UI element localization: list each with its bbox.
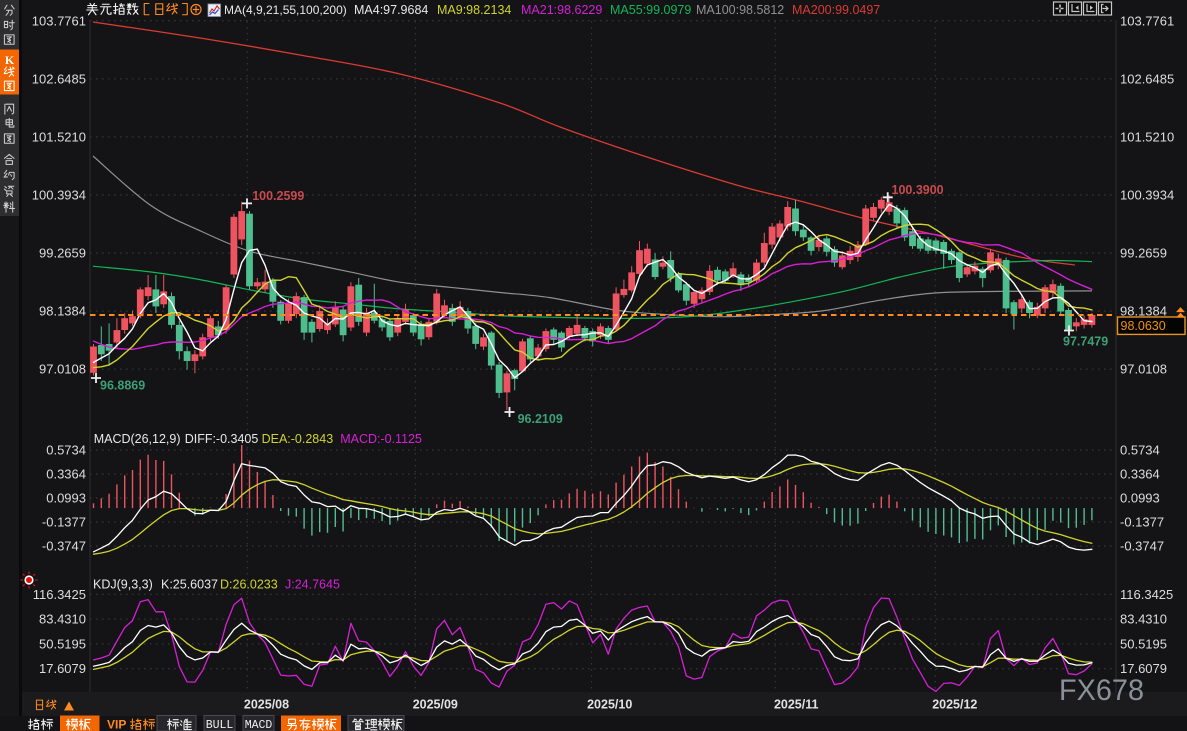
svg-text:FX678: FX678	[1059, 674, 1144, 707]
svg-text:99.2659: 99.2659	[39, 246, 86, 261]
svg-text:100.3934: 100.3934	[32, 188, 86, 203]
svg-text:D:26.0233: D:26.0233	[220, 577, 278, 591]
svg-text:-0.1377: -0.1377	[1120, 515, 1164, 530]
svg-text:MA200:99.0497: MA200:99.0497	[792, 3, 880, 17]
svg-text:2025/08: 2025/08	[244, 698, 289, 712]
svg-text:2025/12: 2025/12	[932, 698, 977, 712]
svg-text:MA(4,9,21,55,100,200): MA(4,9,21,55,100,200)	[224, 3, 347, 17]
svg-text:0.0993: 0.0993	[46, 491, 86, 506]
svg-text:99.2659: 99.2659	[1120, 246, 1167, 261]
svg-text:J:24.7645: J:24.7645	[285, 577, 340, 591]
svg-text:98.1384: 98.1384	[1120, 304, 1167, 319]
svg-text:17.6079: 17.6079	[1120, 661, 1167, 676]
svg-text:MA100:98.5812: MA100:98.5812	[696, 3, 784, 17]
svg-text:83.4310: 83.4310	[39, 612, 86, 627]
svg-text:DEA:-0.2843: DEA:-0.2843	[262, 432, 334, 446]
svg-text:50.5195: 50.5195	[39, 636, 86, 651]
svg-text:K: K	[5, 53, 15, 67]
svg-text:102.6485: 102.6485	[32, 71, 86, 86]
svg-text:100.3934: 100.3934	[1120, 188, 1174, 203]
svg-text:0.3364: 0.3364	[46, 467, 86, 482]
svg-text:116.3425: 116.3425	[33, 587, 86, 602]
svg-text:KDJ(9,3,3): KDJ(9,3,3)	[93, 577, 153, 591]
svg-text:MA4:97.9684: MA4:97.9684	[354, 3, 428, 17]
svg-text:MACD: MACD	[245, 719, 273, 731]
svg-text:MA55:99.0979: MA55:99.0979	[610, 3, 691, 17]
svg-text:MACD(26,12,9): MACD(26,12,9)	[94, 432, 181, 446]
svg-text:102.6485: 102.6485	[1120, 71, 1174, 86]
svg-text:-0.3747: -0.3747	[42, 539, 86, 554]
svg-text:2025/11: 2025/11	[774, 698, 819, 712]
svg-text:0.5734: 0.5734	[46, 443, 86, 458]
svg-text:MA21:98.6229: MA21:98.6229	[521, 3, 602, 17]
svg-text:96.8869: 96.8869	[100, 378, 145, 392]
svg-text:96.2109: 96.2109	[518, 412, 563, 426]
svg-text:-0.1377: -0.1377	[42, 515, 86, 530]
svg-text:MA9:98.2134: MA9:98.2134	[437, 3, 511, 17]
svg-text:2025/09: 2025/09	[413, 698, 458, 712]
svg-text:0.3364: 0.3364	[1120, 467, 1160, 482]
svg-text:BULL: BULL	[206, 719, 234, 731]
svg-text:100.2599: 100.2599	[252, 189, 304, 203]
svg-text:97.7479: 97.7479	[1063, 335, 1108, 349]
svg-text:VIP: VIP	[107, 718, 126, 731]
svg-text:103.7761: 103.7761	[32, 13, 86, 28]
svg-text:83.4310: 83.4310	[1120, 612, 1167, 627]
svg-text:K:25.6037: K:25.6037	[161, 577, 218, 591]
svg-text:50.5195: 50.5195	[1120, 636, 1167, 651]
svg-text:17.6079: 17.6079	[39, 661, 86, 676]
svg-text:101.5210: 101.5210	[1120, 129, 1174, 144]
svg-text:97.0108: 97.0108	[39, 362, 86, 377]
svg-text:103.7761: 103.7761	[1120, 13, 1174, 28]
svg-text:0.5734: 0.5734	[1120, 443, 1160, 458]
svg-text:98.0630: 98.0630	[1121, 319, 1166, 333]
svg-text:101.5210: 101.5210	[32, 129, 86, 144]
svg-text:98.1384: 98.1384	[39, 304, 86, 319]
svg-text:100.3900: 100.3900	[892, 183, 944, 197]
svg-text:97.0108: 97.0108	[1120, 362, 1167, 377]
svg-text:MACD:-0.1125: MACD:-0.1125	[340, 432, 422, 446]
svg-text:2025/10: 2025/10	[587, 698, 632, 712]
svg-text:116.3425: 116.3425	[1120, 587, 1173, 602]
svg-text:DIFF:-0.3405: DIFF:-0.3405	[185, 432, 259, 446]
svg-text:-0.3747: -0.3747	[1120, 539, 1164, 554]
svg-text:0.0993: 0.0993	[1120, 491, 1160, 506]
